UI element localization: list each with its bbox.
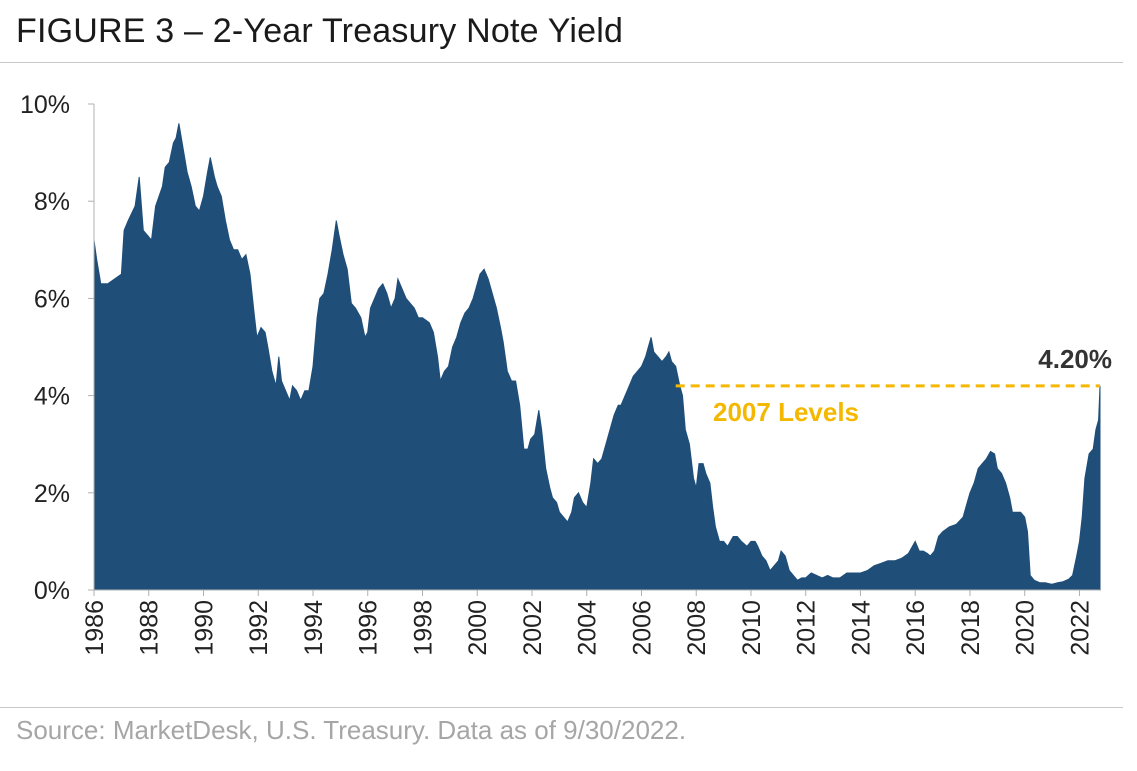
y-tick-label: 10% [20,91,70,119]
x-tick-label: 2022 [1067,600,1095,656]
axis-layer [88,103,1100,596]
source-divider [0,707,1123,708]
x-tick-label: 1990 [191,600,219,656]
reference-label: 2007 Levels [713,397,859,427]
x-tick-label: 1998 [410,600,438,656]
x-tick-label: 2010 [738,600,766,656]
annotation-layer: 2007 Levels 4.20% [675,344,1112,427]
x-tick-label: 2018 [957,600,985,656]
x-tick-label: 2020 [1012,600,1040,656]
y-tick-label: 8% [34,188,70,216]
y-tick-label: 4% [34,383,70,411]
x-tick-label: 2016 [902,600,930,656]
x-tick-label: 1996 [355,600,383,656]
x-tick-label: 2004 [574,600,602,656]
x-tick-label: 2012 [793,600,821,656]
x-tick-label: 2014 [848,600,876,656]
x-tick-label: 2006 [629,600,657,656]
title-divider [0,62,1123,63]
x-tick-label: 2000 [464,600,492,656]
y-tick-label: 6% [34,285,70,313]
y-tick-label: 2% [34,480,70,508]
yield-area-chart: 0% 2% 4% 6% 8% 10% 1986 1988 1990 1992 1994 1996 199… [20,91,1112,656]
source-note: Source: MarketDesk, U.S. Treasury. Data … [16,715,687,745]
x-tick-label: 1988 [136,600,164,656]
area-layer [93,123,1101,591]
x-tick-label: 1992 [245,600,273,656]
yield-area-series [93,123,1101,591]
y-tick-label: 0% [34,577,70,605]
chart-title: FIGURE 3 – 2-Year Treasury Note Yield [16,12,624,50]
x-tick-label: 1994 [300,600,328,656]
x-tick-label: 2002 [519,600,547,656]
x-tick-label: 1986 [81,600,109,656]
x-tick-label: 2008 [683,600,711,656]
latest-value-callout: 4.20% [1038,344,1112,374]
label-layer: 0% 2% 4% 6% 8% 10% 1986 1988 1990 1992 1994 1996 199… [20,91,1095,656]
